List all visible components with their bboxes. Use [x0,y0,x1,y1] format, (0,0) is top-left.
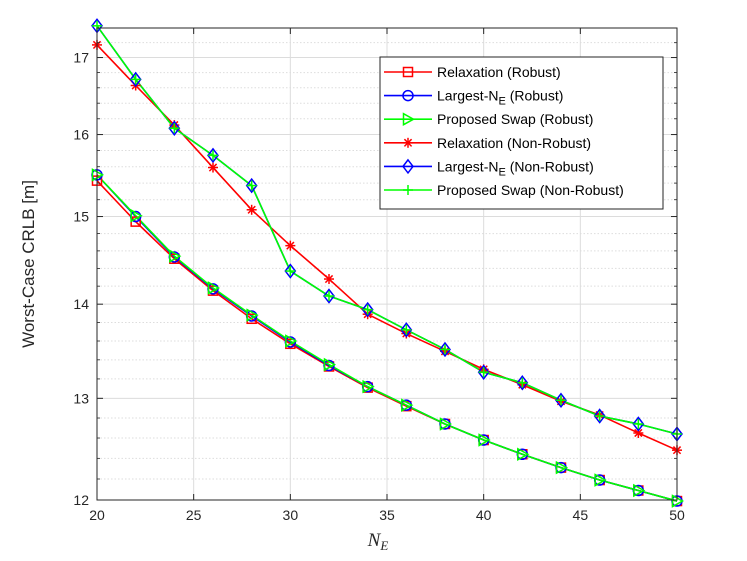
x-tick-label: 20 [89,507,105,523]
data-point [246,204,257,215]
legend-swatch-marker [403,137,413,148]
legend-item: Largest-NE (Robust) [384,88,563,108]
y-axis-label: Worst-Case CRLB [m] [19,180,38,348]
x-tick-label: 25 [186,507,202,523]
data-point [556,395,566,406]
legend-label: Largest-NE (Non-Robust) [437,158,594,178]
data-point [633,418,644,429]
data-point [555,392,567,409]
x-tick-label: 50 [669,507,685,523]
legend-swatch-marker [402,158,414,175]
data-point [324,291,334,302]
data-point [400,322,413,338]
data-point [440,344,450,355]
data-point [323,357,337,372]
data-point [439,341,451,358]
legend-label: Relaxation (Robust) [437,64,561,80]
data-point [478,433,491,447]
data-point [284,263,297,279]
data-point [361,301,374,318]
series-line [96,174,678,502]
data-point [246,180,257,191]
series-line [96,25,678,435]
legend-swatch-marker [402,89,414,102]
data-point [401,324,412,335]
data-point [208,162,218,173]
x-axis-label: NE [367,530,389,553]
data-point [208,150,218,161]
data-point [245,177,258,194]
data-point [285,240,296,251]
legend-label: Largest-NE (Robust) [437,88,563,108]
legend-item: Proposed Swap (Robust) [384,111,593,127]
data-point [285,334,298,348]
data-point [362,379,375,394]
y-tick-label: 16 [73,127,89,143]
data-point [324,274,334,285]
data-point [594,411,605,422]
legend-box [379,56,664,210]
data-point [516,375,529,391]
x-tick-label: 35 [379,507,395,523]
legend-item: Relaxation (Robust) [384,64,561,80]
legend: Relaxation (Robust) Largest-NE (Robust) Pr… [379,56,664,210]
legend-swatch-marker [402,112,416,126]
data-point [478,367,489,378]
data-point [246,308,259,322]
data-point [555,460,569,475]
data-point [130,74,141,85]
x-tick-label: 30 [283,507,299,523]
y-tick-label: 17 [73,50,89,66]
y-tick-label: 15 [73,209,89,225]
tick-marks [96,27,678,501]
data-point [168,120,181,136]
legend-item: Proposed Swap (Non-Robust) [384,182,624,198]
data-point [439,417,453,431]
data-point [593,408,606,424]
data-point [207,147,219,164]
legend-item: Largest-NE (Non-Robust) [384,158,594,178]
legend-item: Relaxation (Non-Robust) [384,135,591,151]
data-point [477,364,490,380]
data-point [129,71,142,88]
y-tick-label: 12 [73,492,89,508]
data-point [594,473,607,487]
data-point [207,281,221,295]
data-point [401,398,414,412]
data-point [169,249,182,263]
data-point [169,123,180,134]
data-point [130,208,143,223]
y-tick-label: 14 [73,296,89,312]
data-point [633,483,646,498]
legend-label: Proposed Swap (Robust) [437,111,593,127]
y-tick-label: 13 [73,390,89,406]
legend-label: Proposed Swap (Non-Robust) [437,182,624,198]
x-tick-label: 40 [476,507,492,523]
x-tick-label: 45 [573,507,589,523]
legend-label: Relaxation (Non-Robust) [437,135,591,151]
data-point [517,377,528,388]
x-tick-labels: 20 25 30 35 40 45 50 [89,507,685,523]
data-point [285,266,296,277]
legend-swatch-marker [402,66,414,78]
data-point [323,288,335,304]
data-point [362,304,373,315]
data-point [517,447,530,462]
y-tick-labels: 12 13 14 15 16 17 [73,50,89,508]
data-point [632,416,645,432]
legend-swatch-marker [403,185,413,195]
